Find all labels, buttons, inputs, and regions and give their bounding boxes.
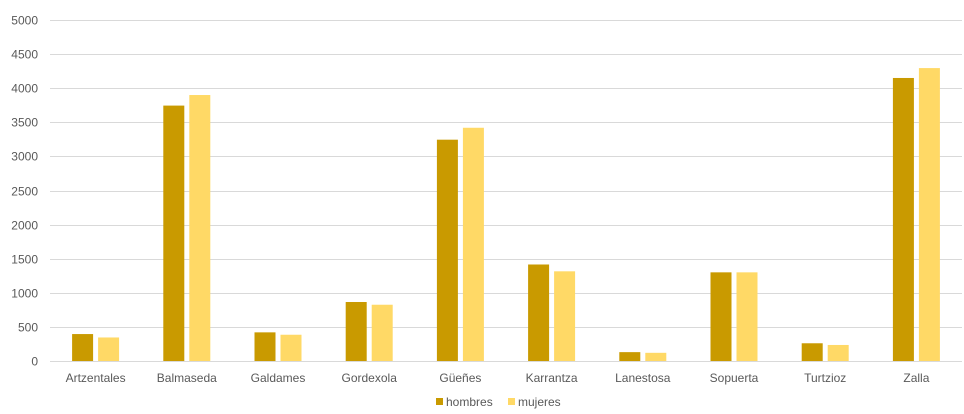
bar-hombres-lanestosa [619,352,641,361]
bar-hombres-güeñes [436,139,458,361]
bar-hombres-sopuerta [710,272,732,361]
y-tick-label: 3000 [11,150,38,164]
x-axis-labels: Artzentales Balmaseda Galdames Gordexola Güe… [66,371,930,385]
legend-label-mujeres: mujeres [518,395,561,409]
x-category-label: Balmaseda [157,371,217,385]
bar-hombres-galdames [254,332,276,361]
bar-mujeres-turtzioz [827,344,849,361]
gridlines [50,20,962,362]
x-category-label: Karrantza [526,371,578,385]
x-category-label: Lanestosa [615,371,671,385]
bar-hombres-gordexola [345,302,367,361]
x-category-label: Galdames [251,371,306,385]
y-tick-label: 2000 [11,219,38,233]
bar-mujeres-gordexola [371,304,393,361]
y-tick-label: 500 [18,321,38,335]
x-category-label: Sopuerta [710,371,759,385]
legend-label-hombres: hombres [446,395,493,409]
bars [72,68,940,362]
bar-mujeres-zalla [918,68,940,362]
y-tick-label: 3500 [11,116,38,130]
bar-hombres-balmaseda [163,105,185,361]
legend-swatch-hombres [436,398,443,405]
bar-hombres-zalla [892,77,914,361]
legend: hombres mujeres [436,395,561,409]
y-tick-label: 4000 [11,82,38,96]
bar-hombres-artzentales [72,334,94,361]
y-tick-label: 5000 [11,14,38,28]
x-category-label: Gordexola [342,371,398,385]
x-category-label: Artzentales [66,371,126,385]
bar-mujeres-sopuerta [736,272,758,361]
x-category-label: Zalla [903,371,929,385]
y-axis-ticks: 0 500 1000 1500 2000 2500 3000 3500 4000 4500 5000 [11,14,38,369]
bar-mujeres-lanestosa [645,352,667,361]
x-category-label: Turtzioz [804,371,846,385]
y-tick-label: 0 [31,355,38,369]
y-tick-label: 2500 [11,185,38,199]
bar-hombres-karrantza [528,264,550,361]
y-tick-label: 1500 [11,253,38,267]
x-category-label: Güeñes [439,371,481,385]
bar-hombres-turtzioz [801,343,823,361]
y-tick-label: 1000 [11,287,38,301]
bar-mujeres-güeñes [462,127,484,361]
bar-mujeres-artzentales [98,337,120,361]
bar-mujeres-balmaseda [189,95,211,362]
bar-mujeres-karrantza [554,271,576,361]
y-tick-label: 4500 [11,48,38,62]
legend-swatch-mujeres [508,398,515,405]
bar-mujeres-galdames [280,334,302,361]
